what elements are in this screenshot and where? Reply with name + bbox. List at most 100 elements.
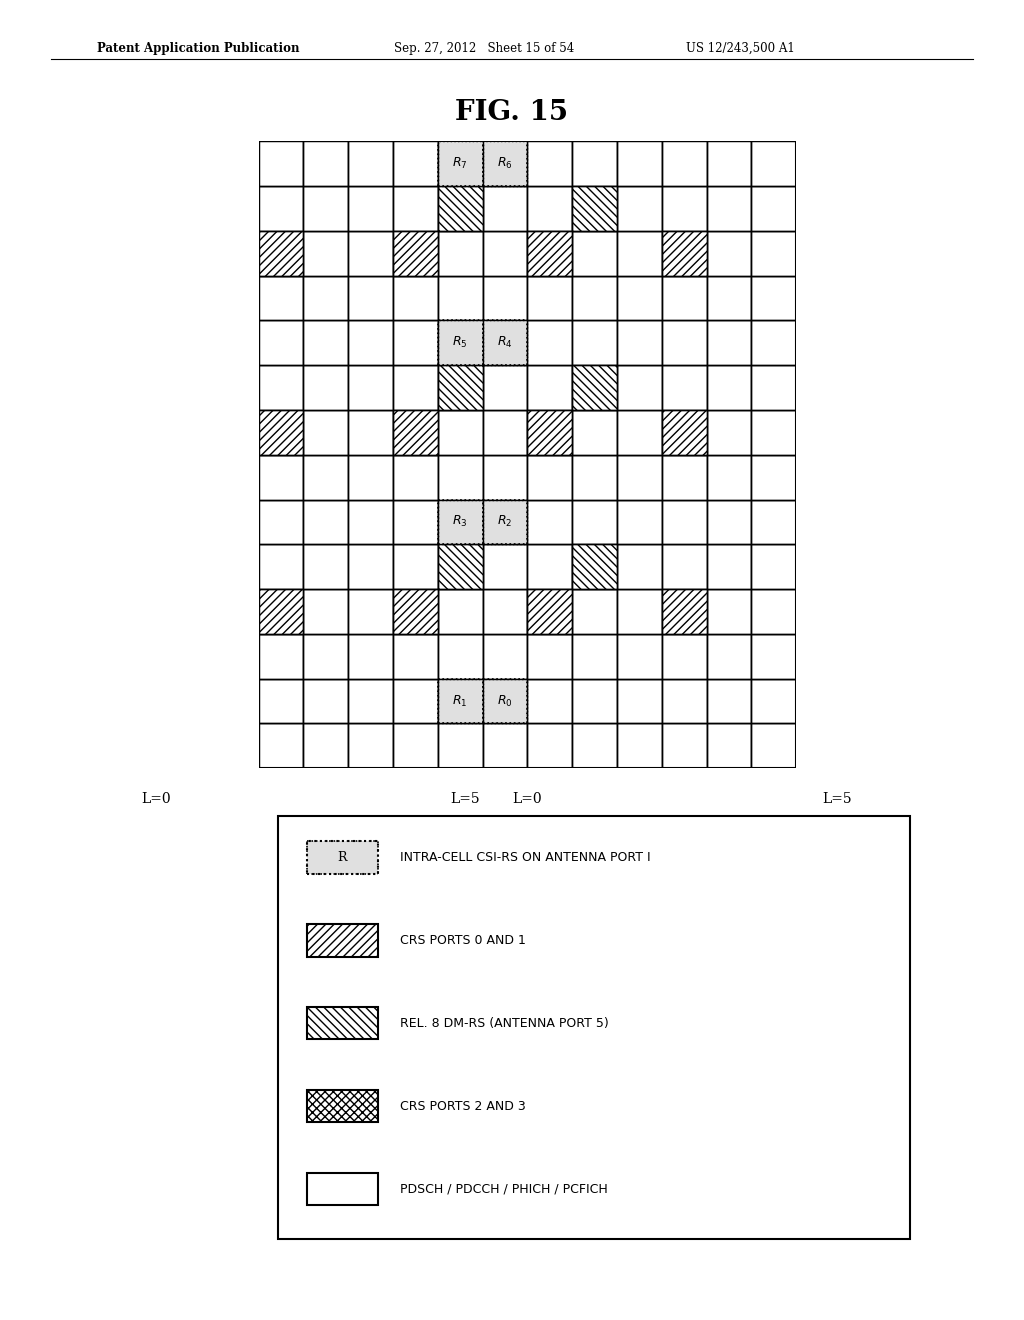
Bar [662, 231, 707, 276]
Bar [259, 141, 303, 186]
Bar [303, 186, 348, 231]
Bar [616, 678, 662, 723]
Bar [307, 924, 378, 957]
Bar [662, 544, 707, 589]
Bar [752, 544, 796, 589]
Bar [393, 231, 438, 276]
Bar [572, 634, 616, 678]
Bar [438, 678, 482, 723]
Bar [303, 589, 348, 634]
Text: Sep. 27, 2012   Sheet 15 of 54: Sep. 27, 2012 Sheet 15 of 54 [394, 42, 574, 55]
Bar [572, 366, 616, 411]
Bar [259, 589, 303, 634]
Bar [572, 678, 616, 723]
Text: R: R [338, 851, 347, 865]
Bar [393, 499, 438, 544]
Bar [707, 321, 752, 366]
Bar [662, 454, 707, 499]
Bar [348, 321, 393, 366]
Bar [438, 186, 482, 231]
Bar [707, 723, 752, 768]
Bar [482, 141, 527, 186]
Text: INTRA-CELL CSI-RS ON ANTENNA PORT I: INTRA-CELL CSI-RS ON ANTENNA PORT I [400, 851, 651, 865]
Bar [393, 723, 438, 768]
Bar [527, 321, 572, 366]
Bar [616, 544, 662, 589]
Text: L=0: L=0 [141, 792, 170, 807]
Bar [482, 231, 527, 276]
Bar [438, 366, 482, 411]
Bar [527, 411, 572, 454]
Bar [616, 366, 662, 411]
Bar [616, 321, 662, 366]
Bar [303, 723, 348, 768]
Bar [527, 366, 572, 411]
Bar [527, 454, 572, 499]
Bar [393, 634, 438, 678]
Bar [348, 634, 393, 678]
Bar [662, 499, 707, 544]
Bar [393, 589, 438, 634]
Bar [393, 321, 438, 366]
Bar [259, 186, 303, 231]
Text: REL. 8 DM-RS (ANTENNA PORT 5): REL. 8 DM-RS (ANTENNA PORT 5) [400, 1016, 609, 1030]
Bar [752, 411, 796, 454]
Bar [616, 634, 662, 678]
Text: $R_{2}$: $R_{2}$ [498, 515, 513, 529]
Bar [707, 411, 752, 454]
Bar [438, 678, 482, 723]
Bar [752, 141, 796, 186]
Bar [572, 544, 616, 589]
Bar [348, 366, 393, 411]
Bar [527, 231, 572, 276]
Text: L=5: L=5 [822, 792, 852, 807]
Bar [662, 231, 707, 276]
Bar [662, 141, 707, 186]
Bar [393, 589, 438, 634]
Bar [303, 634, 348, 678]
Bar [438, 544, 482, 589]
Bar [303, 678, 348, 723]
Bar [752, 723, 796, 768]
Bar [348, 231, 393, 276]
Bar [303, 321, 348, 366]
Bar [438, 276, 482, 321]
Bar [393, 544, 438, 589]
Bar [348, 454, 393, 499]
Bar [572, 141, 616, 186]
Text: $R_{6}$: $R_{6}$ [497, 156, 513, 172]
Bar [527, 634, 572, 678]
Bar [662, 321, 707, 366]
Text: $R_{0}$: $R_{0}$ [497, 693, 513, 709]
Bar [259, 678, 303, 723]
Bar [527, 411, 572, 454]
Text: CRS PORTS 0 AND 1: CRS PORTS 0 AND 1 [400, 935, 526, 946]
Bar [303, 366, 348, 411]
Bar [662, 723, 707, 768]
Bar [348, 141, 393, 186]
Bar [616, 276, 662, 321]
Bar [662, 678, 707, 723]
Bar [438, 499, 482, 544]
Bar [572, 723, 616, 768]
Bar [752, 454, 796, 499]
Bar [572, 499, 616, 544]
Bar [482, 186, 527, 231]
Bar [752, 321, 796, 366]
Bar [438, 321, 482, 366]
Bar [259, 411, 303, 454]
Bar [616, 141, 662, 186]
Text: $R_{3}$: $R_{3}$ [453, 515, 468, 529]
Bar [438, 634, 482, 678]
Bar [259, 276, 303, 321]
Bar [259, 231, 303, 276]
Bar [303, 454, 348, 499]
Bar [707, 678, 752, 723]
Bar [393, 141, 438, 186]
Bar [438, 141, 482, 186]
Text: PDSCH / PDCCH / PHICH / PCFICH: PDSCH / PDCCH / PHICH / PCFICH [400, 1183, 608, 1196]
Bar [393, 186, 438, 231]
Text: US 12/243,500 A1: US 12/243,500 A1 [686, 42, 795, 55]
Bar [707, 499, 752, 544]
Bar [527, 589, 572, 634]
